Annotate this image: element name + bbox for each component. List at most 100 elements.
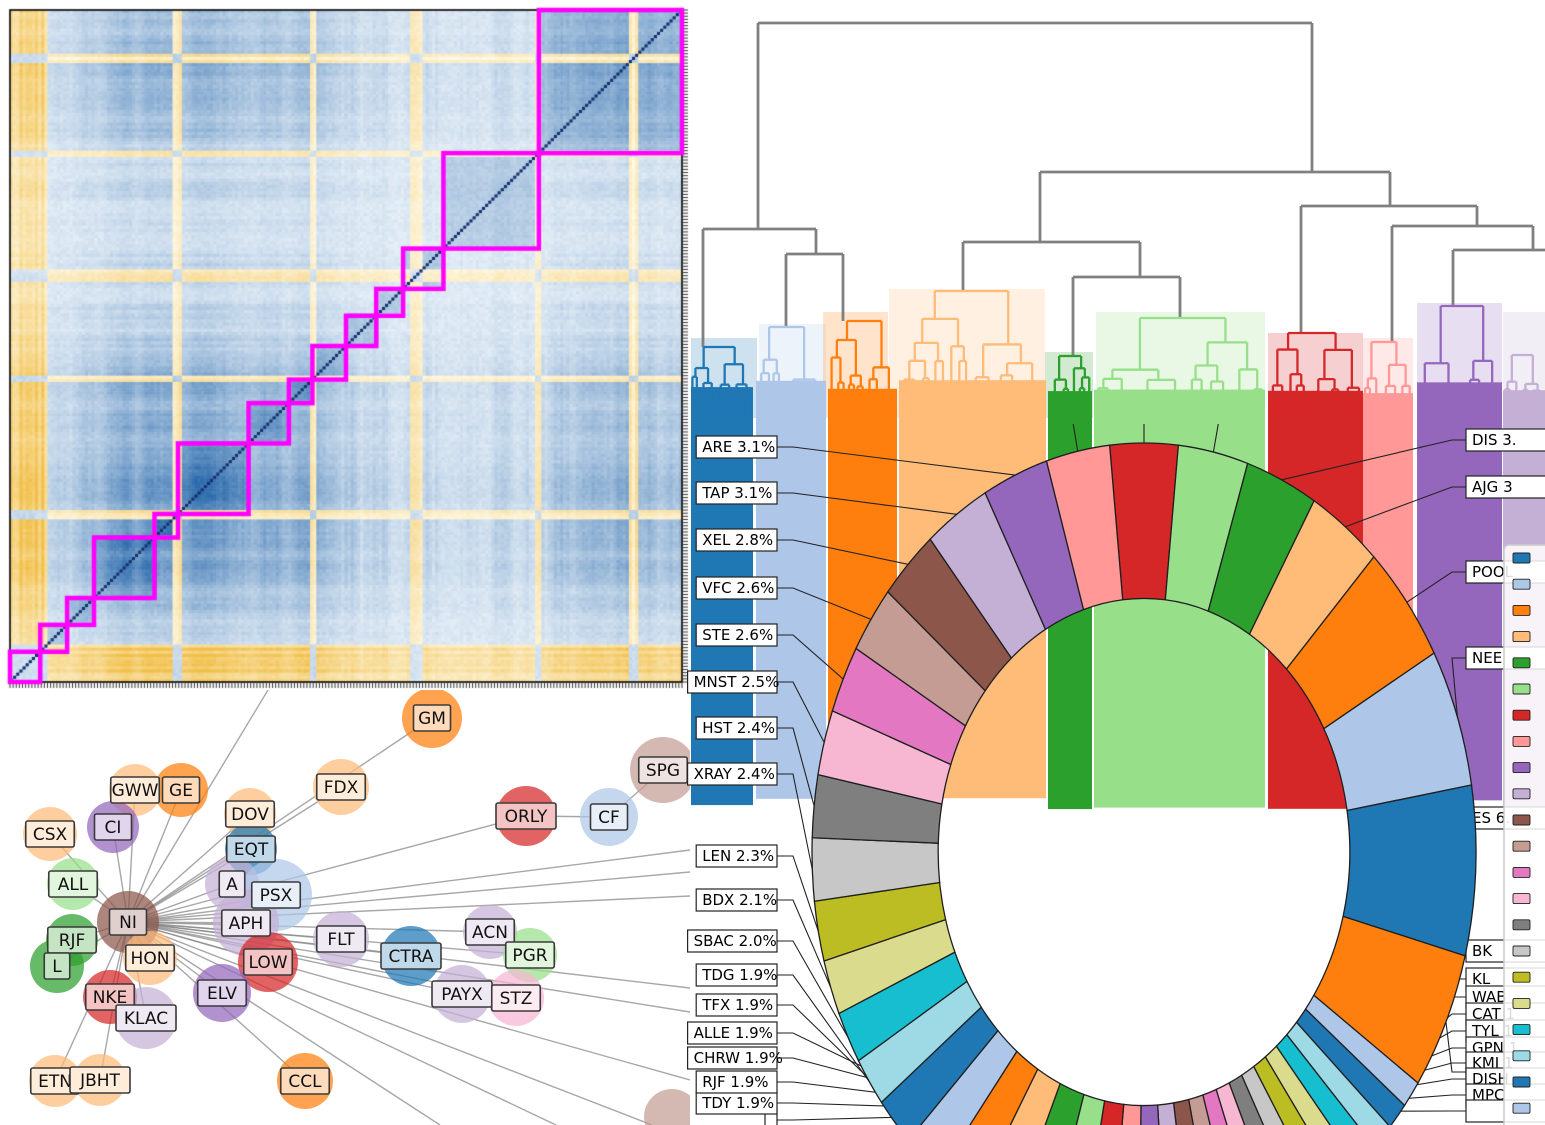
legend-swatch-pink-13 <box>1512 893 1531 905</box>
network-label-CSX: CSX <box>33 825 68 845</box>
pie-slice-lgreen-24 <box>1075 1093 1106 1125</box>
pie-label-BK: BK <box>1472 942 1493 960</box>
legend-swatch-teal-18 <box>1512 1024 1531 1036</box>
leader-stub-top <box>1212 423 1219 453</box>
network-label-box-ALL <box>47 870 99 898</box>
network-label-box-APH <box>220 909 272 937</box>
network-label-box-L <box>43 952 71 980</box>
network-label-box-FLT <box>315 925 367 953</box>
legend-swatch-red-6 <box>1512 709 1531 721</box>
network-label-FDX: FDX <box>324 778 359 798</box>
pie-label-XRAY: XRAY 2.4% <box>694 765 775 783</box>
legend-swatch-lgreen-5 <box>1512 683 1531 695</box>
pie-label-BDX: BDX 2.1% <box>702 891 777 909</box>
pie-label-MNST: MNST 2.5% <box>694 673 780 691</box>
pie-label-ES: ES 6. <box>1472 809 1510 827</box>
dendro-gray-links <box>701 21 1545 356</box>
pie-slice-KL <box>1295 1008 1406 1125</box>
network-label-ETN: ETN <box>38 1072 72 1092</box>
pie-label-box-XRAY <box>686 762 778 786</box>
pie-label-ARE: ARE 3.1% <box>702 438 775 456</box>
donut-legend <box>1503 544 1545 1125</box>
edge-NI-ORLY <box>127 815 527 923</box>
network-label-box-DOV <box>224 800 276 828</box>
edge-stub-6 <box>127 921 653 1125</box>
network-label-box-FDX <box>315 773 367 801</box>
network-label-box-CF <box>589 803 629 831</box>
legend-swatch-blue-20 <box>1512 1076 1531 1088</box>
network-label-ALL: ALL <box>58 875 89 895</box>
pie-label-XEL: XEL 2.8% <box>702 531 773 549</box>
leader-left <box>777 974 870 1083</box>
pie-label-CHRW: CHRW 1.9% <box>694 1049 783 1067</box>
pie-label-TDY: TDY 1.9% <box>701 1094 774 1112</box>
pie-label-ALLE: ALLE 1.9% <box>694 1024 773 1042</box>
pie-label-box-HST <box>695 716 778 740</box>
network-label-NKE: NKE <box>93 988 128 1008</box>
network-label-box-EQT <box>225 835 277 863</box>
edge-NI-ACN <box>127 921 491 933</box>
pie-label-box-BDX <box>695 888 778 912</box>
network-label-box-GWW <box>109 776 161 804</box>
network-label-box-CI <box>93 813 133 841</box>
network-label-box-GE <box>161 776 201 804</box>
network-label-NI: NI <box>119 913 137 933</box>
network-label-STZ: STZ <box>500 989 533 1009</box>
pie-label-box-TDG <box>695 963 778 987</box>
network-label-box-A <box>218 870 246 898</box>
leader-left <box>777 492 957 515</box>
pie-label-STE: STE 2.6% <box>702 626 773 644</box>
pie-slice-CHRW <box>969 1050 1039 1125</box>
pie-label-TDG: TDG 1.9% <box>701 966 777 984</box>
pie-label-box-ALLE <box>686 1021 778 1045</box>
pie-slice-DISH <box>1228 1074 1265 1125</box>
network-label-ORLY: ORLY <box>505 807 548 827</box>
leader-left <box>777 727 815 807</box>
leader-right <box>1281 439 1466 481</box>
network-label-CCL: CCL <box>288 1072 322 1092</box>
pie-label-box-STE <box>695 623 778 647</box>
leader-right <box>1406 571 1466 603</box>
edge-NI-GM <box>127 717 433 923</box>
leader-left <box>777 855 819 932</box>
network-label-box-ELV <box>196 979 248 1007</box>
legend-swatch-rosy-11 <box>1512 840 1531 852</box>
network-label-box-NI <box>108 908 148 936</box>
pie-label-NEE: NEE <box>1472 649 1502 667</box>
network-label-A: A <box>226 875 238 895</box>
pie-label-DIS: DIS 3. <box>1472 431 1517 449</box>
pie-slice-TYL <box>1264 1045 1331 1125</box>
pie-label-box-RJF <box>695 1070 778 1094</box>
network-label-box-JBHT <box>69 1066 131 1094</box>
network-label-box-CCL <box>279 1067 331 1095</box>
edge-stub-5 <box>127 921 690 1081</box>
leader-left <box>777 446 1016 476</box>
leader-right <box>1345 486 1466 528</box>
pie-label-box-MNST <box>686 670 778 694</box>
legend-swatch-blue-0 <box>1512 552 1531 564</box>
legend-swatch-lblue-1 <box>1512 578 1531 590</box>
network-label-JBHT: JBHT <box>79 1071 120 1091</box>
edge-stub-8 <box>127 921 441 1125</box>
pie-slice-magenta-17 <box>1202 1088 1228 1125</box>
leader-left <box>777 681 825 743</box>
leader-left <box>777 634 844 680</box>
network-label-HON: HON <box>131 949 170 969</box>
network-label-box-KLAC <box>115 1004 177 1032</box>
leader-left <box>777 587 872 620</box>
network-label-box-HON <box>124 944 176 972</box>
network-label-DOV: DOV <box>231 805 269 825</box>
pie-label-AJG: AJG 3 <box>1472 478 1513 496</box>
legend-swatch-salmon-7 <box>1512 735 1531 747</box>
network-label-FLT: FLT <box>327 930 355 950</box>
pie-label-TYL: TYL 1 <box>1471 1022 1513 1040</box>
pie-label-box-TAP <box>695 481 778 505</box>
legend-swatch-green-4 <box>1512 657 1531 669</box>
pie-slice-brown-19 <box>1172 1098 1194 1125</box>
pie-slice-MPC <box>1215 1081 1246 1125</box>
network-label-KLAC: KLAC <box>124 1009 168 1029</box>
legend-swatch-olive-16 <box>1512 971 1531 983</box>
pie-label-SBAC: SBAC 2.0% <box>694 932 777 950</box>
